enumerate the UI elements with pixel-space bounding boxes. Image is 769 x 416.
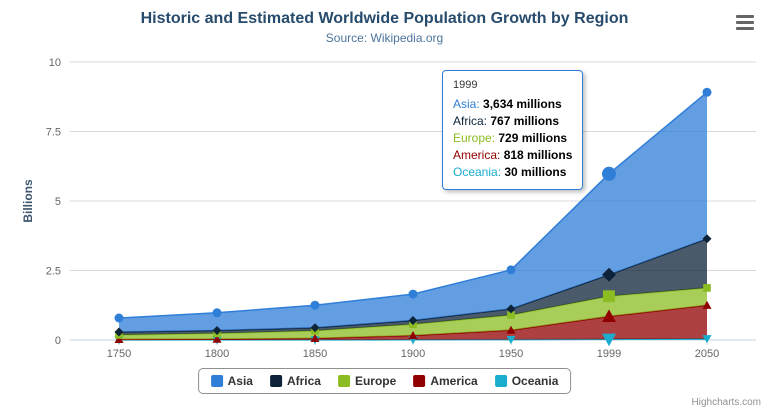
- tooltip-series-value: 767 millions: [490, 114, 560, 128]
- triangle-marker-icon[interactable]: [212, 334, 222, 343]
- x-axis-tick-label: 1900: [401, 348, 425, 360]
- square-marker-icon[interactable]: [603, 290, 615, 303]
- tooltip-header: 1999: [453, 79, 478, 91]
- hamburger-icon: [736, 27, 754, 30]
- x-axis-tick-label: 1850: [303, 348, 327, 360]
- triangle-marker-icon[interactable]: [506, 325, 516, 334]
- tooltip-series-value: 3,634 millions: [483, 97, 562, 111]
- legend-label: America: [430, 374, 478, 388]
- triangle-marker-icon[interactable]: [602, 309, 616, 322]
- diamond-marker-icon[interactable]: [506, 304, 516, 314]
- area-fill: [119, 238, 707, 335]
- tooltip-row-europe: Europe: 729 millions: [453, 130, 572, 147]
- y-axis-tick-label: 5: [55, 196, 61, 208]
- tooltip-series-value: 729 millions: [498, 131, 568, 145]
- y-axis-tick-label: 10: [49, 57, 61, 69]
- series-asia-markers[interactable]: [114, 87, 712, 323]
- tooltip-series-label: Oceania:: [453, 165, 505, 179]
- y-axis-tick-label: 7.5: [46, 127, 61, 139]
- legend-item-oceania[interactable]: Oceania: [494, 374, 559, 388]
- legend-swatch-icon: [210, 375, 223, 387]
- circle-marker-icon[interactable]: [114, 313, 124, 323]
- circle-marker-icon[interactable]: [602, 166, 616, 181]
- tooltip-rows: Asia: 3,634 millions Africa: 767 millions…: [453, 96, 572, 181]
- credits-link[interactable]: Highcharts.com: [691, 397, 761, 408]
- tooltip-row-america: America: 818 millions: [453, 147, 572, 164]
- area-fill: [119, 92, 707, 332]
- square-marker-icon[interactable]: [507, 311, 515, 319]
- legend-swatch-icon: [413, 375, 426, 387]
- tooltip: 1999 Asia: 3,634 millions Africa: 767 mil…: [442, 70, 584, 190]
- square-marker-icon[interactable]: [703, 284, 711, 292]
- tooltip-row-africa: Africa: 767 millions: [453, 113, 572, 130]
- x-axis-tick-label: 2050: [695, 348, 719, 360]
- area-fill: [119, 305, 707, 340]
- tooltip-series-label: Africa:: [453, 114, 491, 128]
- chart-title: Historic and Estimated Worldwide Populat…: [140, 10, 629, 27]
- series-america-markers[interactable]: [114, 300, 712, 343]
- diamond-marker-icon[interactable]: [602, 267, 616, 282]
- y-axis-tick-label: 0: [55, 335, 61, 347]
- triangle-marker-icon[interactable]: [702, 300, 712, 309]
- circle-marker-icon[interactable]: [506, 265, 516, 275]
- tooltip-series-value: 818 millions: [503, 148, 573, 162]
- triangle-down-marker-icon[interactable]: [602, 333, 616, 347]
- legend-label: Asia: [227, 374, 253, 388]
- circle-marker-icon[interactable]: [408, 289, 418, 299]
- tooltip-series-label: Asia:: [453, 97, 484, 111]
- legend-item-africa[interactable]: Africa: [269, 374, 321, 388]
- triangle-marker-icon[interactable]: [408, 331, 418, 340]
- circle-marker-icon[interactable]: [310, 300, 320, 310]
- legend-label: Oceania: [511, 374, 559, 388]
- hamburger-icon: [736, 21, 754, 24]
- x-axis-tick-label: 1999: [597, 348, 621, 360]
- triangle-marker-icon[interactable]: [310, 333, 320, 342]
- tooltip-series-label: Europe:: [453, 131, 499, 145]
- x-axis-tick-label: 1750: [107, 348, 131, 360]
- tooltip-series-value: 30 millions: [504, 165, 567, 179]
- legend-swatch-icon: [337, 375, 350, 387]
- legend-item-europe[interactable]: Europe: [337, 374, 397, 388]
- diamond-marker-icon[interactable]: [408, 316, 418, 325]
- diamond-marker-icon[interactable]: [310, 323, 320, 333]
- diamond-marker-icon[interactable]: [702, 234, 712, 244]
- y-axis-title: Billions: [21, 179, 35, 223]
- legend-label: Africa: [286, 374, 321, 388]
- legend-label: Europe: [354, 374, 397, 388]
- series-africa-markers[interactable]: [114, 234, 712, 337]
- tooltip-series-label: America:: [453, 148, 504, 162]
- tooltip-row-asia: Asia: 3,634 millions: [453, 96, 572, 113]
- legend-item-america[interactable]: America: [413, 374, 478, 388]
- triangle-marker-icon[interactable]: [114, 334, 124, 343]
- chart-subtitle: Source: Wikipedia.org: [325, 31, 444, 45]
- legend-item-asia[interactable]: Asia: [210, 374, 253, 388]
- circle-marker-icon[interactable]: [212, 308, 222, 318]
- legend: Asia Africa Europe America Oceania: [197, 368, 572, 394]
- context-menu-button[interactable]: [733, 13, 757, 32]
- hamburger-icon: [736, 15, 754, 18]
- x-axis-tick-label: 1950: [499, 348, 523, 360]
- diamond-marker-icon[interactable]: [114, 327, 124, 337]
- tooltip-row-oceania: Oceania: 30 millions: [453, 164, 572, 181]
- y-axis-tick-label: 2.5: [46, 266, 61, 278]
- diamond-marker-icon[interactable]: [212, 326, 222, 335]
- legend-swatch-icon: [269, 375, 282, 387]
- x-axis-tick-label: 1800: [205, 348, 229, 360]
- legend-swatch-icon: [494, 375, 507, 387]
- circle-marker-icon[interactable]: [702, 87, 712, 97]
- triangle-down-marker-icon[interactable]: [506, 336, 516, 345]
- triangle-down-marker-icon[interactable]: [702, 335, 712, 344]
